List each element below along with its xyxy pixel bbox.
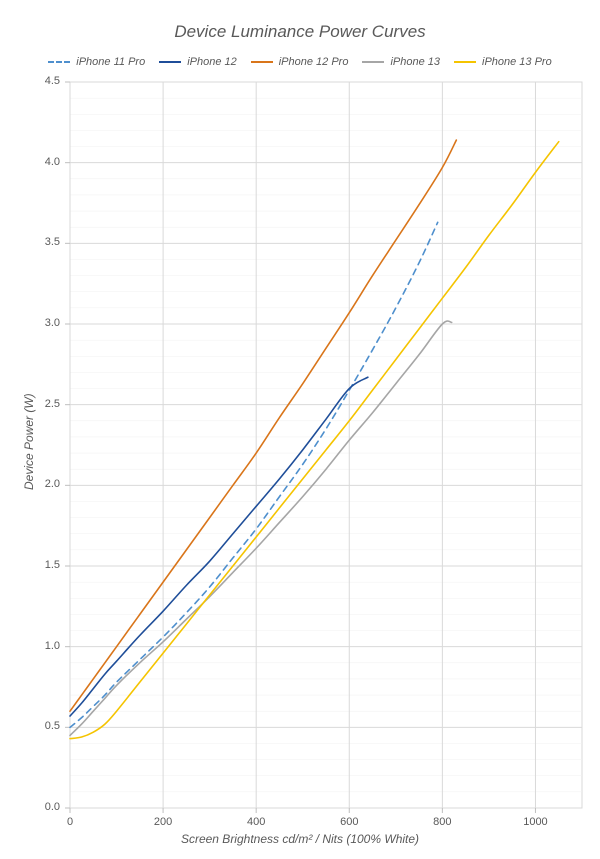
x-tick-label: 800 [427, 816, 457, 828]
x-tick-label: 200 [148, 816, 178, 828]
y-tick-label: 3.0 [45, 317, 60, 329]
series-line [70, 142, 559, 739]
plot-area [0, 0, 600, 859]
y-tick-label: 0.5 [45, 720, 60, 732]
chart-container: Device Luminance Power Curves iPhone 11 … [0, 0, 600, 859]
y-tick-label: 1.0 [45, 640, 60, 652]
series-line [70, 377, 368, 716]
x-tick-label: 1000 [520, 816, 550, 828]
x-tick-label: 0 [55, 816, 85, 828]
y-tick-label: 0.0 [45, 801, 60, 813]
y-tick-label: 2.0 [45, 478, 60, 490]
series-line [70, 140, 456, 711]
y-tick-label: 1.5 [45, 559, 60, 571]
y-tick-label: 4.0 [45, 156, 60, 168]
series-line [70, 321, 452, 735]
y-tick-label: 2.5 [45, 398, 60, 410]
y-tick-label: 3.5 [45, 236, 60, 248]
x-tick-label: 400 [241, 816, 271, 828]
y-tick-label: 4.5 [45, 75, 60, 87]
x-tick-label: 600 [334, 816, 364, 828]
